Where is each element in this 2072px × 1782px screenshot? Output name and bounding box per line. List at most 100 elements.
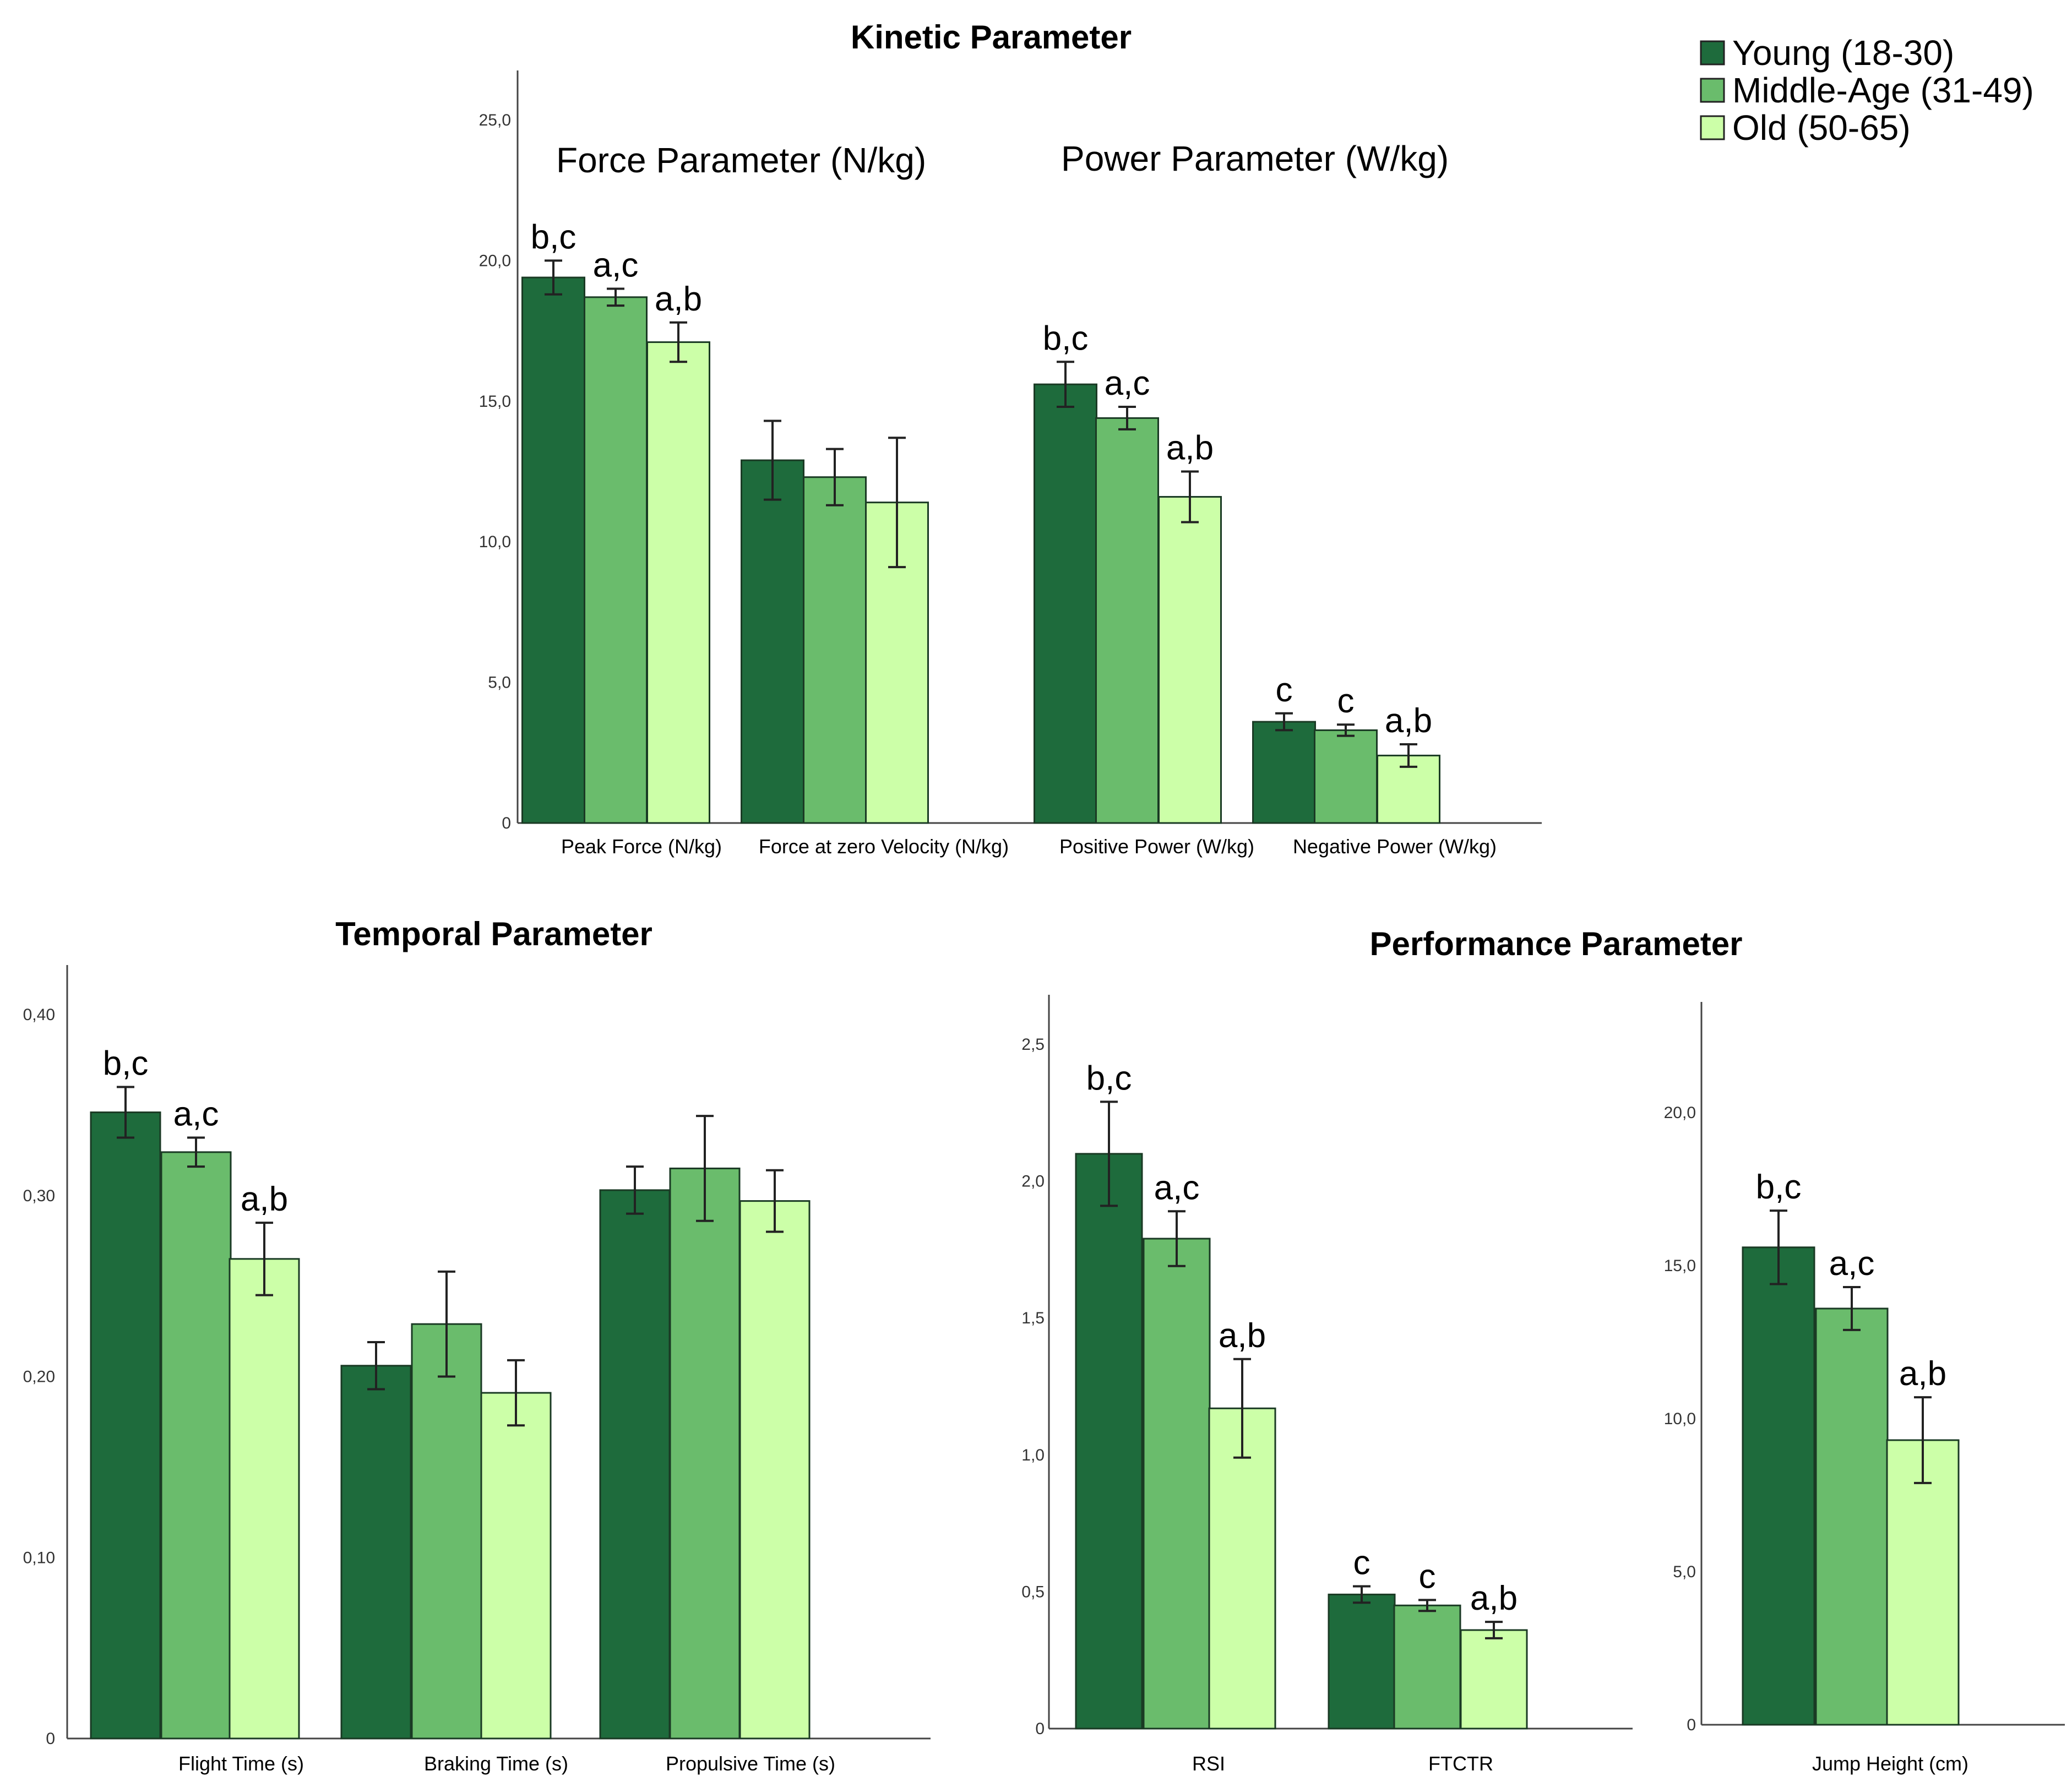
kinetic-sig-label: a,b [1166, 429, 1214, 467]
temporal-bar-0-1 [340, 1365, 412, 1740]
jump-y-tick-label: 0 [1687, 1716, 1696, 1734]
performance-bar-0-0 [1075, 1153, 1143, 1730]
performance-x-labels: RSI FTCTR [1192, 1752, 1493, 1775]
kinetic-x-labels: Peak Force (N/kg) Force at zero Velocity … [561, 835, 1497, 858]
performance-bar-2-0 [1208, 1407, 1276, 1730]
temporal-bar-0-2 [599, 1189, 671, 1740]
kinetic-y-tick-label: 20,0 [479, 252, 511, 270]
performance-bar-2-1 [1460, 1629, 1528, 1730]
legend-swatch-middle-age [1700, 78, 1725, 103]
jump-y-tick-label: 15,0 [1664, 1257, 1696, 1275]
temporal-error-bars [117, 1086, 784, 1427]
kinetic-sig-label: a,c [1105, 364, 1150, 402]
performance-error-bars [1100, 1100, 1503, 1639]
jump-bar-1-0 [1815, 1307, 1889, 1726]
legend-label-middle-age: Middle-Age (31-49) [1732, 70, 2034, 110]
kinetic-panel: Kinetic Parameter Force Parameter (N/kg)… [479, 19, 1542, 858]
temporal-bar-2-1 [480, 1392, 552, 1740]
performance-y-tick-label: 1,5 [1021, 1309, 1045, 1327]
kinetic-x-category-label: Peak Force (N/kg) [561, 835, 722, 858]
performance-y-ticks: 0 0,5 1,0 1,5 2,0 2,5 [1021, 1036, 1045, 1738]
kinetic-bar-1-1 [803, 476, 867, 824]
temporal-y-tick-label: 0,30 [23, 1187, 55, 1205]
kinetic-sig-label: b,c [531, 218, 577, 256]
jump-sig-labels: b,c a,c a,b [1756, 1168, 1946, 1393]
performance-y-tick-label: 2,0 [1021, 1173, 1045, 1191]
kinetic-sig-label: c [1337, 682, 1355, 720]
jump-y-tick-label: 10,0 [1664, 1410, 1696, 1428]
legend-label-old: Old (50-65) [1732, 108, 1911, 148]
kinetic-y-ticks: 0 5,0 10,0 15,0 20,0 25,0 [479, 111, 511, 832]
performance-panel: Performance Parameter b,c c a,c c a,b a,b 0 0,… [1021, 925, 1742, 1775]
kinetic-y-tick-label: 15,0 [479, 393, 511, 411]
performance-bar-0-1 [1328, 1593, 1396, 1730]
legend: Young (18-30) Middle-Age (31-49) Old (50… [1700, 33, 2034, 148]
temporal-y-tick-label: 0,20 [23, 1368, 55, 1386]
performance-sig-label: c [1353, 1544, 1371, 1582]
kinetic-bar-0-0 [521, 276, 585, 824]
kinetic-y-tick-label: 5,0 [488, 674, 511, 692]
jump-y-tick-label: 20,0 [1664, 1104, 1696, 1122]
temporal-sig-label: a,c [173, 1096, 219, 1133]
kinetic-sig-label: a,c [593, 246, 639, 284]
kinetic-error-bars [545, 259, 1417, 768]
temporal-bar-2-0 [229, 1258, 300, 1740]
kinetic-title: Kinetic Parameter [851, 19, 1132, 56]
kinetic-x-category-label: Negative Power (W/kg) [1293, 835, 1497, 858]
performance-sig-labels: b,c c a,c c a,b a,b [1086, 1059, 1518, 1617]
jump-sig-label: b,c [1756, 1168, 1802, 1206]
kinetic-sig-labels: b,c b,c c a,c a,c c a,b a,b a,b [531, 218, 1432, 740]
temporal-x-labels: Flight Time (s) Braking Time (s) Propulsiv… [178, 1752, 835, 1775]
performance-y-tick-label: 0,5 [1021, 1583, 1045, 1601]
performance-bars [1075, 1153, 1528, 1730]
kinetic-bars [521, 276, 1440, 824]
jump-panel: b,c a,c a,b 0 5,0 10,0 15,0 20,0 Jump Height (… [1664, 1002, 2065, 1775]
kinetic-y-tick-label: 25,0 [479, 111, 511, 129]
performance-x-category-label: FTCTR [1428, 1752, 1493, 1775]
kinetic-bar-1-3 [1314, 729, 1378, 824]
temporal-bar-1-0 [160, 1151, 232, 1740]
kinetic-sig-label: c [1276, 671, 1293, 709]
jump-y-tick-label: 5,0 [1673, 1563, 1696, 1581]
kinetic-sig-label: b,c [1043, 319, 1089, 357]
jump-sig-label: a,b [1899, 1355, 1946, 1393]
performance-sig-label: a,c [1154, 1169, 1200, 1207]
kinetic-x-category-label: Positive Power (W/kg) [1059, 835, 1254, 858]
temporal-bar-1-2 [669, 1167, 741, 1740]
kinetic-y-tick-label: 0 [502, 814, 511, 832]
kinetic-bar-0-1 [741, 459, 804, 824]
legend-swatch-young [1700, 40, 1725, 66]
temporal-bar-1-1 [411, 1323, 482, 1740]
kinetic-bar-0-3 [1252, 721, 1316, 824]
kinetic-bar-1-0 [584, 296, 648, 824]
temporal-title: Temporal Parameter [335, 915, 652, 952]
temporal-x-category-label: Flight Time (s) [178, 1752, 304, 1775]
performance-x-category-label: RSI [1192, 1752, 1225, 1775]
performance-bar-1-1 [1393, 1604, 1461, 1730]
kinetic-bar-2-0 [646, 341, 710, 824]
temporal-bars [90, 1111, 811, 1740]
jump-bars [1742, 1246, 1960, 1726]
temporal-x-category-label: Braking Time (s) [424, 1752, 568, 1775]
kinetic-section-power: Power Parameter (W/kg) [1061, 139, 1449, 178]
performance-sig-label: a,b [1219, 1317, 1266, 1355]
performance-sig-label: b,c [1086, 1059, 1132, 1097]
kinetic-bar-1-2 [1095, 417, 1159, 824]
legend-label-young: Young (18-30) [1732, 33, 1954, 73]
temporal-sig-label: a,b [241, 1180, 288, 1218]
legend-swatch-old [1700, 115, 1725, 140]
temporal-bar-2-2 [739, 1200, 811, 1740]
jump-x-labels: Jump Height (cm) [1812, 1752, 1968, 1775]
performance-y-tick-label: 0 [1035, 1720, 1045, 1738]
performance-title: Performance Parameter [1369, 925, 1742, 962]
jump-x-category-label: Jump Height (cm) [1812, 1752, 1968, 1775]
performance-sig-label: a,b [1470, 1579, 1518, 1617]
temporal-sig-label: b,c [103, 1045, 149, 1083]
kinetic-bar-2-2 [1158, 495, 1222, 824]
performance-sig-label: c [1419, 1557, 1436, 1595]
kinetic-y-tick-label: 10,0 [479, 533, 511, 551]
jump-sig-label: a,c [1829, 1245, 1875, 1283]
temporal-bar-0-0 [90, 1111, 161, 1740]
kinetic-section-force: Force Parameter (N/kg) [556, 140, 926, 180]
